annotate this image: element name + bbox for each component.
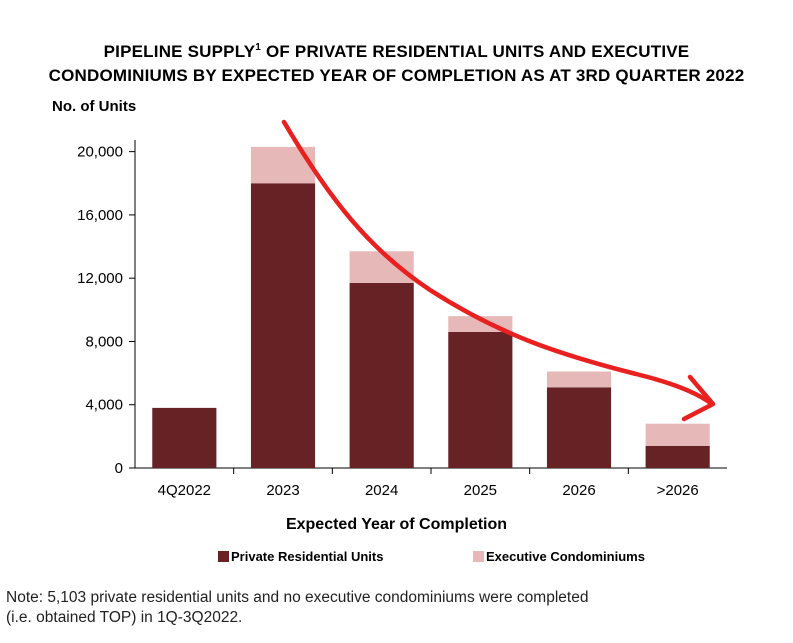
bar-executive-condominiums <box>250 146 316 184</box>
bar-private-residential <box>448 331 513 468</box>
title-footnote-marker: 1 <box>255 42 262 53</box>
bar-private-residential <box>349 282 414 468</box>
x-axis-label: Expected Year of Completion <box>285 516 508 533</box>
legend-item-ec: Executive Condominiums <box>473 549 645 564</box>
x-tick-label: 2024 <box>365 482 398 499</box>
y-tick-label: 12,000 <box>77 270 123 287</box>
chart-title-line1: PIPELINE SUPPLY1 OF PRIVATE RESIDENTIAL … <box>103 42 690 61</box>
y-tick-label: 4,000 <box>85 397 123 414</box>
x-tick-label: 2025 <box>464 482 497 499</box>
legend-item-private: Private Residential Units <box>218 549 383 564</box>
bar-executive-condominiums <box>546 371 612 388</box>
y-tick-label: 8,000 <box>85 333 123 350</box>
x-tick-label: >2026 <box>657 482 699 499</box>
x-tick-label: 2023 <box>266 482 299 499</box>
y-tick-label: 0 <box>115 460 123 477</box>
footnote: Note: 5,103 private residential units an… <box>6 588 588 628</box>
annotation-arrow-line <box>281 119 715 407</box>
y-tick-label: 20,000 <box>77 144 123 161</box>
footnote-line1: Note: 5,103 private residential units an… <box>6 589 589 606</box>
x-tick-label: 2026 <box>562 482 595 499</box>
bar-private-residential <box>152 407 217 468</box>
bar-executive-condominiums <box>349 251 414 283</box>
legend-swatch-ec <box>473 551 484 562</box>
y-tick-label: 16,000 <box>77 207 123 224</box>
legend-label-private: Private Residential Units <box>231 549 384 564</box>
bar-private-residential <box>546 387 612 468</box>
footnote-line2: (i.e. obtained TOP) in 1Q-3Q2022. <box>6 609 243 626</box>
legend-label-ec: Executive Condominiums <box>486 549 645 564</box>
bar-private-residential <box>645 445 710 468</box>
y-axis-label: No. of Units <box>52 98 137 115</box>
legend-swatch-private <box>218 551 229 562</box>
annotation-arrow-head <box>681 374 716 422</box>
chart-title-line2: CONDOMINIUMS BY EXPECTED YEAR OF COMPLET… <box>48 66 745 85</box>
x-tick-label: 4Q2022 <box>158 482 211 499</box>
chart-title: PIPELINE SUPPLY1 OF PRIVATE RESIDENTIAL … <box>0 36 793 88</box>
bar-executive-condominiums <box>645 423 710 446</box>
bar-private-residential <box>250 183 316 469</box>
